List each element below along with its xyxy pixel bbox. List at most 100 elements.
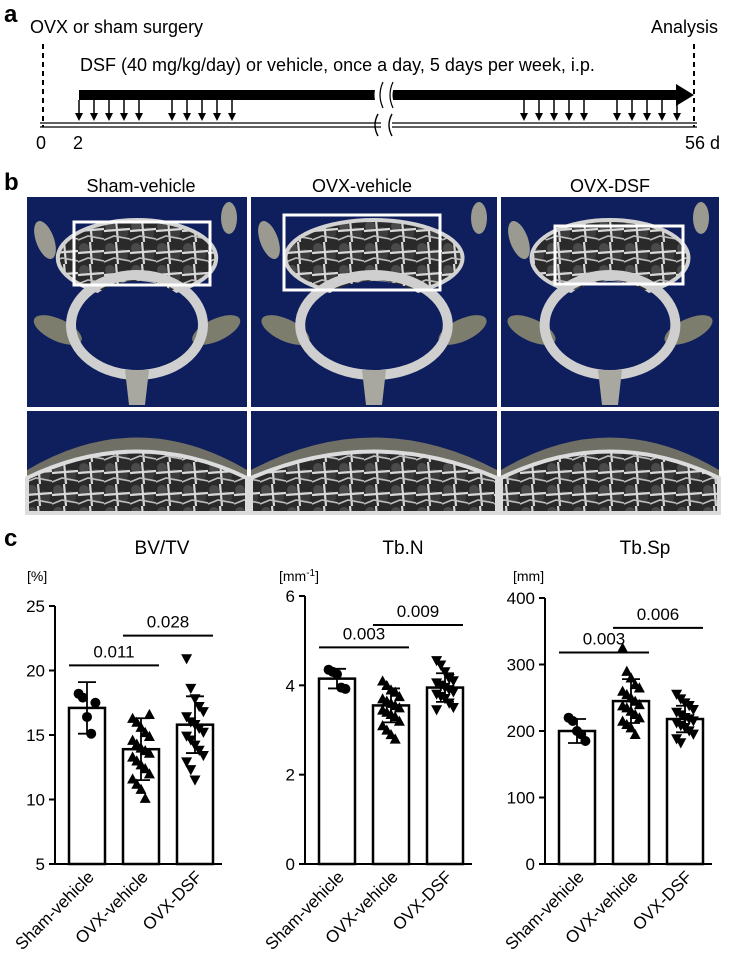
data-point [197, 727, 209, 738]
chart-2: Tb.Sp[mm]0100200300400Sham-vehicleOVX-ve… [502, 538, 712, 954]
p-value-label: 0.009 [397, 602, 440, 621]
bar [317, 677, 357, 866]
data-point [131, 716, 143, 727]
y-tick-label: 10 [26, 791, 45, 810]
chart-title: Tb.Sp [620, 538, 671, 559]
data-point [687, 716, 699, 727]
data-point [131, 778, 143, 789]
data-point [633, 698, 645, 710]
roi-box [553, 224, 685, 286]
data-point [185, 683, 197, 695]
data-point [77, 692, 88, 703]
chart-title: BV/TV [135, 538, 190, 559]
y-tick-label: 20 [26, 662, 45, 681]
y-tick-label: 0 [286, 855, 295, 874]
data-point [447, 687, 459, 698]
data-point [193, 745, 205, 756]
p-value-label: 0.006 [637, 605, 680, 624]
y-tick-label: 2 [286, 766, 295, 785]
dose-arrow [673, 100, 681, 121]
timeline-axis [40, 113, 697, 137]
ct-images [25, 197, 721, 515]
data-point [193, 701, 205, 713]
data-point [143, 747, 155, 758]
data-point [197, 707, 209, 718]
chart-1: Tb.N[mm-1]0246Sham-vehicleOVX-vehicleOVX… [262, 538, 472, 954]
category-label: OVX-DSF [139, 867, 206, 934]
data-point [629, 728, 641, 739]
data-point [143, 708, 155, 720]
chart-0: BV/TV[%]510152025Sham-vehicleOVX-vehicle… [12, 538, 222, 954]
image-title-ovx-vehicle: OVX-vehicle [312, 176, 412, 196]
data-point [185, 735, 197, 746]
ct-image-sham [27, 197, 247, 407]
dose-arrow [565, 100, 573, 121]
data-point [90, 697, 101, 708]
timeline-tick-0: 0 [36, 133, 46, 153]
dose-arrow [105, 100, 113, 121]
data-point [185, 765, 197, 776]
data-point [439, 667, 451, 678]
data-point [671, 718, 683, 729]
error-bar [78, 681, 96, 735]
data-point [675, 738, 687, 749]
panel-b: b Sham-vehicle OVX-vehicle OVX-DSF [4, 169, 721, 515]
timeline-treatment-label: DSF (40 mg/kg/day) or vehicle, once a da… [80, 55, 595, 75]
chart-title: Tb.N [382, 538, 423, 559]
y-tick-label: 400 [507, 589, 535, 608]
y-tick-label: 100 [507, 789, 535, 808]
data-point [139, 763, 151, 774]
image-title-ovx-dsf: OVX-DSF [570, 176, 650, 196]
data-point [447, 676, 459, 687]
data-point [389, 733, 401, 744]
data-point [181, 712, 193, 723]
data-point [671, 707, 683, 718]
ct-zoom-ovx-vehicle [249, 411, 499, 515]
timeline-start-label: OVX or sham surgery [30, 17, 203, 37]
y-tick-label: 300 [507, 656, 535, 675]
panel-c: c BV/TV[%]510152025Sham-vehicleOVX-vehic… [4, 525, 712, 954]
data-point [625, 722, 637, 733]
data-point [580, 735, 591, 746]
dose-arrow [183, 100, 191, 121]
error-bar [382, 687, 400, 724]
p-value-label: 0.003 [343, 624, 386, 643]
data-point [143, 768, 155, 779]
bar [665, 717, 705, 866]
y-unit-label: [mm-1] [279, 568, 319, 585]
y-tick-label: 4 [286, 676, 295, 695]
panel-c-label: c [4, 525, 17, 552]
y-unit-label: [%] [27, 568, 47, 584]
dose-arrow [550, 100, 558, 121]
dose-arrow [228, 100, 236, 121]
panel-a: a OVX or sham surgery Analysis DSF (40 m… [4, 1, 720, 153]
error-bar [676, 704, 694, 734]
category-label: OVX-DSF [389, 867, 456, 934]
data-point [679, 698, 691, 709]
dose-arrow [580, 100, 588, 121]
data-point [431, 705, 443, 716]
p-value-label: 0.028 [147, 613, 190, 632]
treatment-bar [79, 81, 694, 109]
dose-arrow [120, 100, 128, 121]
dose-arrow [535, 100, 543, 121]
dose-arrow [628, 100, 636, 121]
y-tick-label: 5 [36, 855, 45, 874]
roi-box [72, 220, 212, 287]
ct-image-ovx-dsf [501, 197, 719, 407]
error-bar [328, 667, 346, 690]
dose-arrow [613, 100, 621, 121]
data-point [687, 705, 699, 716]
dose-arrow [135, 100, 143, 121]
data-point [621, 665, 633, 676]
data-point [143, 730, 155, 741]
dose-arrow [198, 100, 206, 121]
ct-image-ovx-vehicle [251, 197, 497, 407]
data-point [393, 702, 405, 713]
charts: BV/TV[%]510152025Sham-vehicleOVX-vehicle… [12, 538, 712, 954]
timeline-tick-end: 56 d [685, 133, 720, 153]
y-tick-label: 200 [507, 722, 535, 741]
y-tick-label: 15 [26, 726, 45, 745]
dose-arrow [658, 100, 666, 121]
